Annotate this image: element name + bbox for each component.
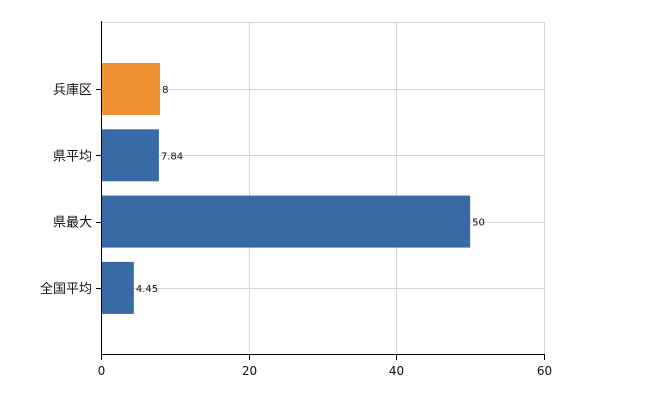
x-tick-label-60: 60 [537, 364, 552, 378]
grid [101, 22, 545, 354]
bar-0 [102, 63, 161, 115]
category-label-1: 県平均 [53, 149, 92, 164]
category-label-3: 全国平均 [40, 281, 92, 297]
axes [96, 21, 545, 360]
x-tick-label-0: 0 [98, 364, 106, 378]
data-label-0: 8 [162, 85, 168, 96]
data-label-3: 4.45 [136, 284, 158, 295]
category-label-0: 兵庫区 [53, 83, 92, 98]
bar-1 [102, 129, 159, 182]
x-tick-label-20: 20 [242, 364, 257, 378]
data-label-1: 7.84 [161, 151, 183, 162]
labels: 8 兵庫区 7.84 県平均 50 県最大 4.45 全国平均 0 20 40 60 [40, 83, 552, 378]
category-label-2: 県最大 [53, 216, 92, 231]
bar-3 [102, 261, 134, 314]
x-tick-label-40: 40 [389, 364, 404, 378]
bars [102, 63, 471, 314]
bar-2 [102, 195, 471, 248]
data-label-2: 50 [472, 218, 485, 229]
